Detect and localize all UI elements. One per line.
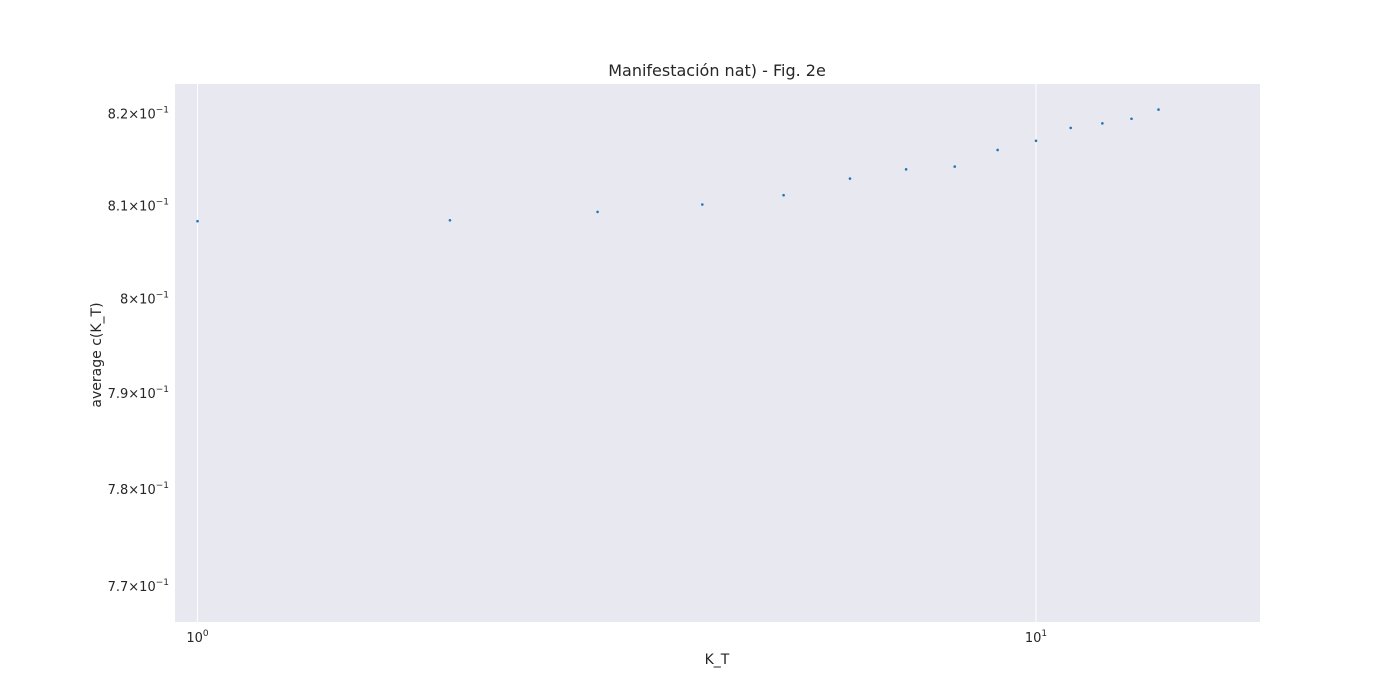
x-tick-labels: 100 101 xyxy=(186,629,1047,646)
data-point xyxy=(1101,122,1104,125)
y-tick-labels: 8.2×10−1 8.1×10−1 8×10−1 7.9×10−1 7.8×10−1 7.… xyxy=(108,105,169,595)
y-tick-label: 7.8×10−1 xyxy=(108,481,169,498)
y-tick-label: 8×10−1 xyxy=(120,291,169,308)
data-points xyxy=(196,108,1160,223)
y-tick-label: 7.7×10−1 xyxy=(108,578,169,595)
data-point xyxy=(782,193,785,197)
data-point xyxy=(953,165,957,168)
data-point xyxy=(448,218,452,222)
data-point xyxy=(1157,108,1160,111)
data-point xyxy=(596,210,599,214)
data-point xyxy=(996,148,999,152)
x-axis-label: K_T xyxy=(705,652,730,668)
data-point xyxy=(904,168,908,171)
x-tick-label: 100 xyxy=(186,629,209,646)
plot-area xyxy=(175,84,1260,622)
data-point xyxy=(848,177,852,180)
y-axis-label: average c(K_T) xyxy=(89,302,105,407)
grid xyxy=(197,84,1037,622)
y-tick-label: 7.9×10−1 xyxy=(108,385,169,402)
data-point xyxy=(196,219,199,223)
data-point xyxy=(1130,117,1133,121)
x-tick-label: 101 xyxy=(1025,629,1047,646)
y-tick-label: 8.2×10−1 xyxy=(108,105,169,122)
y-tick-label: 8.1×10−1 xyxy=(108,197,169,214)
data-point xyxy=(1034,139,1038,143)
data-point xyxy=(1069,126,1072,130)
chart-title: Manifestación nat) - Fig. 2e xyxy=(608,61,826,80)
data-point xyxy=(701,203,704,206)
